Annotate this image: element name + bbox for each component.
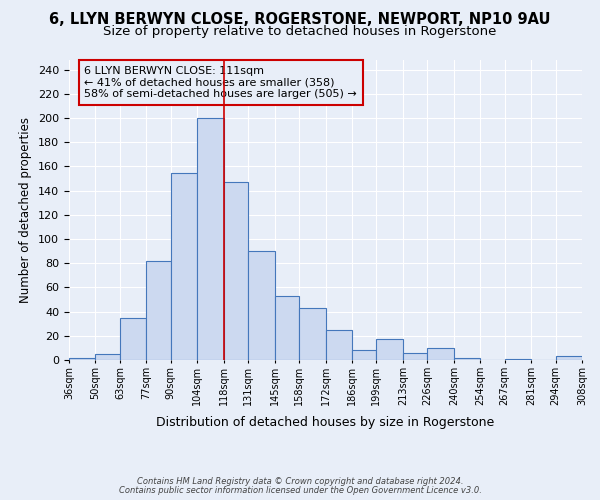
Text: Contains public sector information licensed under the Open Government Licence v3: Contains public sector information licen…: [119, 486, 481, 495]
Bar: [69, 358, 95, 360]
Bar: [248, 251, 275, 360]
Bar: [224, 182, 248, 360]
Text: 6 LLYN BERWYN CLOSE: 111sqm
← 41% of detached houses are smaller (358)
58% of se: 6 LLYN BERWYN CLOSE: 111sqm ← 41% of det…: [85, 66, 357, 99]
Bar: [197, 118, 224, 360]
Bar: [95, 354, 120, 360]
Bar: [146, 261, 171, 360]
Text: Size of property relative to detached houses in Rogerstone: Size of property relative to detached ho…: [103, 25, 497, 38]
Bar: [454, 358, 480, 360]
Bar: [299, 308, 325, 360]
Bar: [427, 348, 454, 360]
Bar: [352, 350, 376, 360]
Y-axis label: Number of detached properties: Number of detached properties: [19, 117, 32, 303]
Text: 6, LLYN BERWYN CLOSE, ROGERSTONE, NEWPORT, NP10 9AU: 6, LLYN BERWYN CLOSE, ROGERSTONE, NEWPOR…: [49, 12, 551, 28]
Bar: [403, 352, 427, 360]
Bar: [275, 296, 299, 360]
Text: Contains HM Land Registry data © Crown copyright and database right 2024.: Contains HM Land Registry data © Crown c…: [137, 477, 463, 486]
Bar: [171, 172, 197, 360]
Bar: [325, 330, 352, 360]
Bar: [505, 359, 531, 360]
Bar: [376, 340, 403, 360]
Bar: [556, 356, 582, 360]
X-axis label: Distribution of detached houses by size in Rogerstone: Distribution of detached houses by size …: [157, 416, 494, 429]
Bar: [120, 318, 146, 360]
